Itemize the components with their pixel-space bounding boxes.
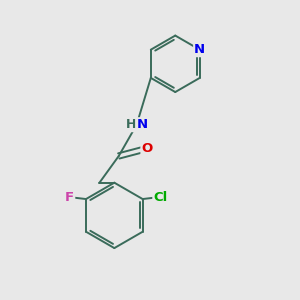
Text: Cl: Cl xyxy=(153,191,168,204)
Text: F: F xyxy=(65,191,74,204)
Text: N: N xyxy=(136,118,148,131)
Text: N: N xyxy=(194,43,205,56)
Text: H: H xyxy=(126,118,136,131)
Text: O: O xyxy=(141,142,153,155)
